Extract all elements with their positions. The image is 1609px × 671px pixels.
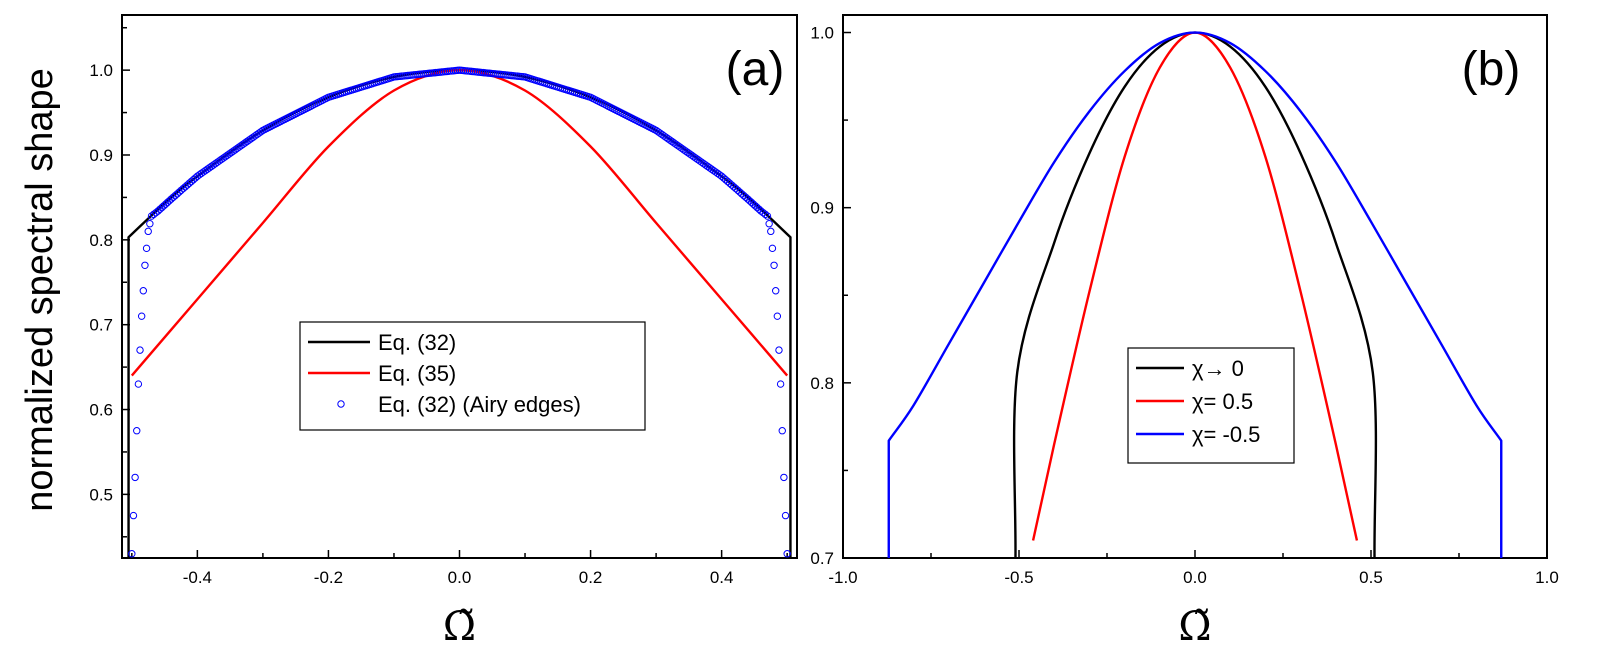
series-line-0 (127, 68, 792, 558)
series-marker-2 (133, 427, 141, 435)
y-tick-label: 0.9 (89, 146, 113, 165)
series-marker-2 (780, 473, 788, 482)
panel-label: (a) (726, 43, 785, 96)
series-line-1 (130, 68, 789, 377)
series-marker-2 (772, 287, 780, 295)
y-tick-label: 0.8 (89, 231, 113, 250)
series-marker-2 (146, 220, 154, 228)
y-tick-label: 0.7 (810, 549, 834, 568)
plot-frame (121, 14, 798, 559)
y-tick-label: 0.5 (89, 485, 113, 504)
legend: Eq. (32) Eq. (35) Eq. (32) (Airy edges) (299, 321, 646, 431)
x-tick-label: -0.2 (314, 568, 343, 587)
y-tick-label: 1.0 (810, 24, 834, 43)
legend-marker (337, 400, 345, 408)
legend-label: Eq. (35) (378, 361, 456, 386)
series-marker-2 (136, 346, 144, 354)
series-marker-2 (765, 220, 773, 228)
series-line-0 (1012, 31, 1378, 558)
y-tick-label: 0.9 (810, 199, 834, 218)
legend-label: χ= -0.5 (1192, 422, 1260, 447)
legend: χ→ 0 χ= 0.5 χ= -0.5 (1127, 347, 1295, 464)
x-tick-label: 0.2 (579, 568, 603, 587)
series-marker-2 (134, 380, 143, 388)
x-tick-label: 1.0 (1535, 568, 1559, 587)
series-marker-2 (128, 550, 136, 558)
x-tick-label: -1.0 (828, 568, 857, 587)
y-tick-label: 0.8 (810, 374, 834, 393)
series-marker-2 (776, 380, 785, 388)
series-marker-2 (767, 227, 775, 236)
series-marker-2 (775, 346, 783, 354)
series-marker-2 (142, 244, 151, 253)
series-marker-2 (778, 427, 786, 435)
legend-label: χ= 0.5 (1192, 389, 1253, 414)
panel-label: (b) (1462, 43, 1521, 96)
legend-label: Eq. (32) (378, 330, 456, 355)
series-marker-2 (770, 261, 778, 269)
y-tick-label: 1.0 (89, 61, 113, 80)
legend-label: Eq. (32) (Airy edges) (378, 392, 581, 417)
series-marker-2 (141, 261, 149, 269)
x-tick-label: 0.0 (1183, 568, 1207, 587)
series-marker-2 (763, 212, 772, 220)
x-tick-label: -0.5 (1004, 568, 1033, 587)
series-marker-2 (137, 312, 146, 320)
series-marker-2 (144, 227, 152, 236)
legend-label: χ→ 0 (1192, 356, 1244, 381)
panel-a: -0.4 -0.2 0.0 0.2 0.4 0.5 0.6 0.7 0.8 0.9 1.0 (a) Ω̃… (89, 14, 798, 650)
legend-box (299, 321, 646, 431)
x-axis-label: Ω̃ (1178, 604, 1211, 650)
plot-area (887, 31, 1503, 558)
series-line-2 (887, 31, 1503, 558)
y-axis-label: normalized spectral shape (19, 68, 61, 512)
x-tick-label: 0.0 (448, 568, 472, 587)
x-tick-label: 0.4 (710, 568, 734, 587)
x-tick-label: -0.4 (183, 568, 212, 587)
x-axis-label: Ω̃ (443, 604, 476, 650)
panel-b: -1.0 -0.5 0.0 0.5 1.0 0.7 0.8 0.9 1.0 (b) Ω̃ χ→ 0 χ=… (810, 14, 1559, 650)
y-tick-label: 0.7 (89, 316, 113, 335)
series-marker-2 (131, 473, 139, 482)
plot-area (127, 66, 792, 558)
x-tick-label: 0.5 (1359, 568, 1383, 587)
series-marker-2 (768, 244, 777, 253)
series-marker-2 (781, 511, 790, 520)
series-line-1 (1031, 31, 1359, 541)
series-marker-2 (773, 312, 782, 320)
series-marker-2 (129, 511, 138, 520)
y-tick-label: 0.6 (89, 401, 113, 420)
series-marker-2 (783, 550, 791, 558)
plot-frame (842, 14, 1548, 559)
series-marker-2 (139, 287, 147, 295)
series-marker-2 (257, 128, 265, 136)
series-marker-2 (761, 210, 770, 219)
